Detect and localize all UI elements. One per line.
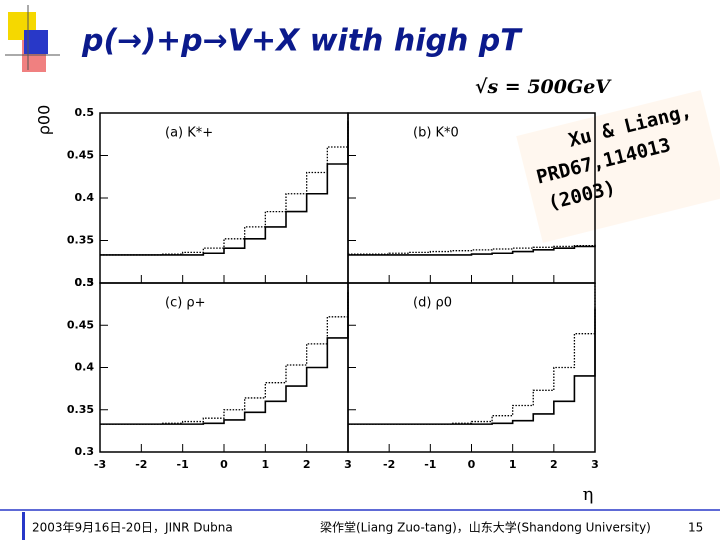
data-line	[100, 115, 349, 256]
data-line	[348, 244, 596, 256]
x-tick-label: -1	[424, 458, 436, 471]
data-line	[348, 308, 596, 425]
x-tick-label: 2	[550, 458, 558, 471]
data-line	[100, 284, 349, 425]
data-line	[348, 244, 595, 255]
y-tick-label: 0.4	[75, 191, 95, 204]
y-tick-label: 0.45	[67, 318, 94, 331]
y-tick-label: 0.3	[75, 276, 95, 289]
panel-label: (b) K*0	[413, 126, 459, 141]
x-tick-label: 3	[591, 458, 599, 471]
y-tick-label: 0.3	[75, 445, 95, 458]
data-line	[348, 283, 596, 425]
x-tick-label: -2	[135, 458, 147, 471]
x-tick-label: 3	[344, 458, 352, 471]
y-tick-label: 0.45	[67, 149, 94, 162]
page-number: 15	[688, 521, 703, 535]
y-tick-label: 0.35	[67, 403, 94, 416]
footer-right: 梁作堂(Liang Zuo-tang)，山东大学(Shandong Univer…	[320, 520, 651, 535]
x-tick-label: 1	[262, 458, 270, 471]
footer-bar	[22, 512, 25, 540]
x-tick-label: -2	[383, 458, 395, 471]
panel-frame	[347, 282, 596, 453]
x-tick-label: 0	[220, 458, 228, 471]
panel-frame	[99, 112, 349, 284]
footer-left: 2003年9月16日-20日，JINR Dubna	[32, 521, 233, 535]
data-line	[100, 121, 349, 256]
x-axis-label: η	[583, 484, 594, 505]
data-line	[100, 291, 349, 425]
x-tick-label: 2	[303, 458, 311, 471]
panel-label: (d) ρ0	[413, 296, 452, 311]
slide-title: p(→)+p→V+X with high pT	[81, 24, 523, 59]
panel-label: (a) K*+	[165, 126, 213, 141]
x-tick-label: -3	[94, 458, 106, 471]
panel-label: (c) ρ+	[165, 296, 206, 311]
y-tick-label: 0.5	[75, 276, 95, 289]
energy-label: √s = 500GeV	[475, 76, 612, 98]
x-tick-label: -1	[177, 458, 189, 471]
x-tick-label: 1	[509, 458, 517, 471]
y-tick-label: 0.35	[67, 234, 94, 247]
y-tick-label: 0.4	[75, 361, 95, 374]
y-axis-label: ρ00	[35, 105, 54, 136]
x-tick-label: 0	[468, 458, 476, 471]
y-tick-label: 0.5	[75, 106, 95, 119]
stamp-bg	[516, 90, 720, 243]
stamp: Xu & Liang, PRD67,114013 (2003)	[516, 90, 720, 243]
